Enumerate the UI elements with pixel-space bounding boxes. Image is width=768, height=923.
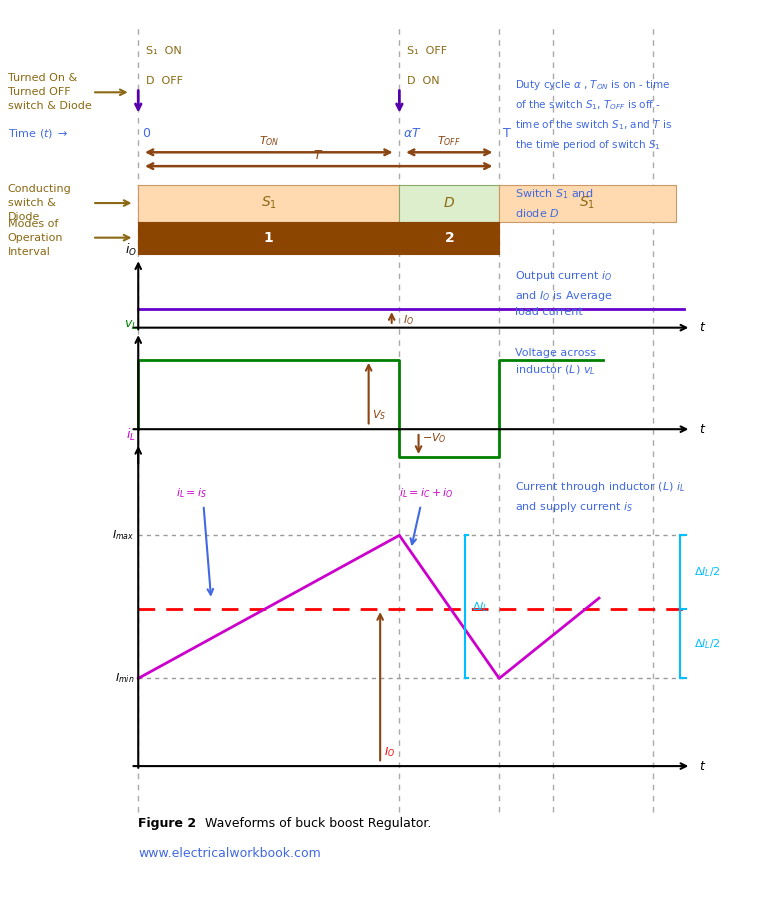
Bar bbox=[138, 222, 399, 254]
Text: $I_O$: $I_O$ bbox=[403, 314, 414, 327]
Text: Voltage across
inductor $(L)$ $v_L$: Voltage across inductor $(L)$ $v_L$ bbox=[515, 348, 595, 377]
Text: $\Delta I_L/2$: $\Delta I_L/2$ bbox=[694, 637, 720, 651]
Text: $I_{max}$: $I_{max}$ bbox=[112, 529, 134, 542]
Text: $i_L = i_S$: $i_L = i_S$ bbox=[177, 486, 207, 500]
Text: D  ON: D ON bbox=[407, 77, 439, 86]
Text: $- V_O$: $- V_O$ bbox=[422, 432, 447, 445]
Text: Waveforms of buck boost Regulator.: Waveforms of buck boost Regulator. bbox=[201, 817, 432, 830]
Text: $\Delta I_L/2$: $\Delta I_L/2$ bbox=[694, 566, 720, 579]
Text: $t$: $t$ bbox=[699, 423, 706, 436]
Text: Turned On &
Turned OFF
switch & Diode: Turned On & Turned OFF switch & Diode bbox=[8, 73, 91, 112]
Text: 0: 0 bbox=[142, 127, 150, 140]
Text: 2: 2 bbox=[445, 231, 454, 245]
Text: Switch $S_1$ and
diode $D$: Switch $S_1$ and diode $D$ bbox=[515, 187, 593, 219]
Text: $I_O$: $I_O$ bbox=[384, 746, 395, 759]
Text: $i_L$: $i_L$ bbox=[126, 427, 135, 443]
Text: Current through inductor $(L)$ $i_L$
and supply current $i_S$: Current through inductor $(L)$ $i_L$ and… bbox=[515, 480, 685, 514]
Text: Figure 2: Figure 2 bbox=[138, 817, 197, 830]
Text: $i_O$: $i_O$ bbox=[124, 243, 137, 258]
Text: Conducting
switch &
Diode: Conducting switch & Diode bbox=[8, 184, 71, 222]
Text: $T_{OFF}$: $T_{OFF}$ bbox=[437, 134, 462, 148]
Text: $\Delta I_L$: $\Delta I_L$ bbox=[472, 600, 489, 614]
Bar bbox=[499, 185, 676, 222]
Text: $T_{ON}$: $T_{ON}$ bbox=[259, 134, 279, 148]
Text: $I_{min}$: $I_{min}$ bbox=[115, 672, 134, 685]
Text: www.electricalworkbook.com: www.electricalworkbook.com bbox=[138, 847, 321, 860]
Text: $i_L = i_C + i_O$: $i_L = i_C + i_O$ bbox=[399, 486, 454, 500]
Text: T: T bbox=[503, 127, 511, 140]
Text: $S_1$: $S_1$ bbox=[580, 195, 595, 211]
Text: $V_S$: $V_S$ bbox=[372, 409, 387, 422]
Text: S₁  OFF: S₁ OFF bbox=[407, 46, 447, 55]
Text: Output current $i_O$
and $I_O$ is Average
load current: Output current $i_O$ and $I_O$ is Averag… bbox=[515, 269, 613, 318]
Text: S₁  ON: S₁ ON bbox=[146, 46, 182, 55]
Text: Duty cycle $\alpha$ , $T_{ON}$ is on - time
of the switch $S_1$, $T_{OFF}$ is of: Duty cycle $\alpha$ , $T_{ON}$ is on - t… bbox=[515, 78, 672, 152]
Text: $T$: $T$ bbox=[313, 149, 324, 162]
Text: $t$: $t$ bbox=[699, 760, 706, 773]
Text: $\alpha T$: $\alpha T$ bbox=[403, 127, 422, 140]
Text: D  OFF: D OFF bbox=[146, 77, 183, 86]
Text: $S_1$: $S_1$ bbox=[261, 195, 276, 211]
Text: $t$: $t$ bbox=[699, 321, 706, 334]
Bar bbox=[399, 222, 499, 254]
Text: $v_L$: $v_L$ bbox=[124, 319, 137, 332]
Bar bbox=[138, 185, 399, 222]
Text: Modes of
Operation
Interval: Modes of Operation Interval bbox=[8, 219, 63, 257]
Text: $D$: $D$ bbox=[443, 196, 455, 210]
Text: Time $(t)$ $\rightarrow$: Time $(t)$ $\rightarrow$ bbox=[8, 127, 68, 140]
Text: 1: 1 bbox=[264, 231, 273, 245]
Bar bbox=[399, 185, 499, 222]
